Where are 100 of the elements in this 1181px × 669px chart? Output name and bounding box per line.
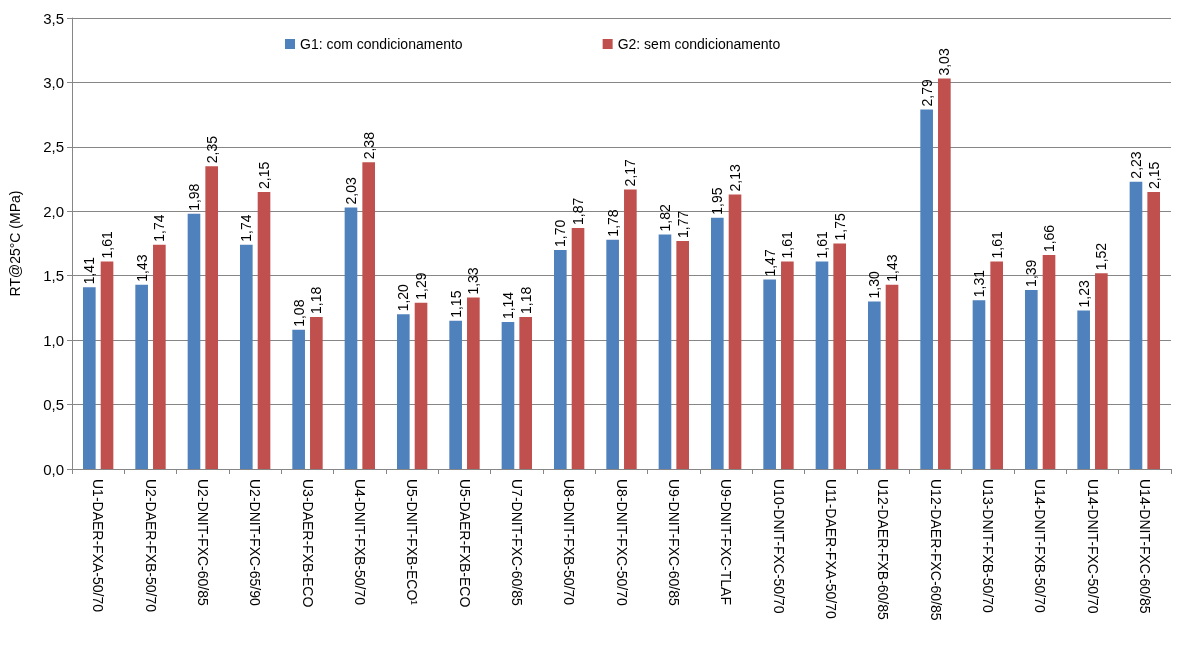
data-label: 1,66 bbox=[1041, 224, 1058, 253]
data-label: 2,15 bbox=[256, 161, 273, 189]
data-label: 1,43 bbox=[133, 254, 150, 282]
data-label: 2,35 bbox=[203, 135, 220, 164]
bar bbox=[153, 244, 166, 469]
data-label: 1,43 bbox=[884, 254, 901, 282]
bar bbox=[257, 191, 271, 469]
x-tick-label: U8-DNIT-FXB-50/70 bbox=[561, 479, 578, 606]
data-label: 1,41 bbox=[81, 256, 98, 285]
bar bbox=[606, 239, 619, 469]
x-tick-label: U2-DAER-FXB-50/70 bbox=[142, 479, 159, 613]
bar bbox=[1095, 273, 1108, 469]
bar bbox=[362, 162, 376, 469]
bar bbox=[867, 301, 881, 469]
bar bbox=[82, 287, 96, 469]
y-tick-label: 3,5 bbox=[43, 9, 64, 27]
legend-label: G2: sem condicionamento bbox=[617, 36, 781, 52]
data-label: 1,61 bbox=[99, 231, 116, 259]
bar bbox=[205, 166, 219, 469]
bar bbox=[815, 261, 829, 469]
bar bbox=[519, 316, 533, 469]
bar bbox=[414, 302, 428, 469]
x-tick-label: U14-DNIT-FXC-50/70 bbox=[1084, 479, 1101, 614]
data-label: 1,23 bbox=[1075, 280, 1092, 308]
bar bbox=[1077, 310, 1090, 469]
bar bbox=[187, 213, 201, 469]
bar bbox=[1024, 289, 1038, 469]
data-label: 1,74 bbox=[151, 214, 168, 242]
x-tick-label: U9-DNIT-FXC-60/85 bbox=[665, 479, 682, 607]
x-tick-label: U8-DNIT-FXC-50/70 bbox=[613, 479, 630, 607]
x-tick-label: U7-DNIT-FXC-60/85 bbox=[508, 479, 525, 607]
y-axis-title: RT@25°C (MPa) bbox=[7, 190, 23, 297]
bar bbox=[624, 189, 637, 469]
data-label: 2,03 bbox=[342, 176, 359, 205]
bar bbox=[658, 234, 672, 469]
bar bbox=[763, 279, 776, 469]
x-tick-label: U13-DNIT-FXB-50/70 bbox=[979, 479, 996, 614]
bar bbox=[310, 316, 323, 469]
data-label: 1,61 bbox=[779, 231, 796, 259]
x-tick-label: U9-DNIT-FXC-TLAF bbox=[718, 479, 735, 605]
data-label: 1,31 bbox=[970, 269, 987, 298]
y-tick-label: 3,0 bbox=[43, 73, 64, 91]
data-label: 1,98 bbox=[185, 183, 202, 211]
data-label: 3,03 bbox=[936, 48, 953, 76]
x-tick-label: U3-DAER-FXB-ECO bbox=[299, 479, 316, 608]
bar bbox=[920, 109, 933, 469]
x-tick-label: U5-DAER-FXB-ECO bbox=[456, 479, 473, 608]
data-label: 1,15 bbox=[447, 290, 464, 318]
x-tick-label: U12-DAER-FXC-60/85 bbox=[927, 479, 944, 621]
bar bbox=[449, 320, 462, 469]
data-label: 2,38 bbox=[360, 131, 377, 160]
data-label: 1,14 bbox=[499, 291, 516, 320]
x-tick-label: U11-DAER-FXA-50/70 bbox=[822, 479, 839, 619]
data-label: 1,61 bbox=[988, 231, 1005, 259]
data-label: 1,20 bbox=[395, 283, 412, 312]
x-tick-label: U14-DNIT-FXC-60/85 bbox=[1136, 479, 1153, 614]
bar bbox=[990, 261, 1004, 469]
x-tick-label: U5-DNIT-FXB-ECO¹ bbox=[404, 479, 421, 606]
data-label: 1,18 bbox=[517, 286, 534, 314]
bar bbox=[833, 243, 847, 469]
data-label: 1,87 bbox=[570, 197, 587, 226]
bar bbox=[292, 329, 305, 469]
data-label: 1,74 bbox=[238, 214, 255, 242]
y-tick-label: 2,5 bbox=[43, 138, 64, 156]
y-tick-label: 1,5 bbox=[43, 267, 64, 285]
data-label: 1,30 bbox=[866, 271, 883, 299]
data-label: 2,79 bbox=[918, 79, 935, 107]
x-tick-label: U14-DNIT-FXB-50/70 bbox=[1032, 479, 1049, 614]
data-label: 2,13 bbox=[727, 164, 744, 192]
data-label: 1,78 bbox=[604, 209, 621, 237]
x-tick-label: U4-DNIT-FXB-50/70 bbox=[351, 479, 368, 606]
data-label: 2,17 bbox=[622, 158, 639, 187]
bar bbox=[571, 228, 585, 469]
data-label: 1,52 bbox=[1093, 242, 1110, 271]
bar bbox=[239, 244, 253, 469]
y-tick-label: 1,0 bbox=[43, 331, 64, 349]
data-label: 1,61 bbox=[813, 231, 830, 259]
x-tick-label: U1-DAER-FXA-50/70 bbox=[90, 479, 107, 613]
bar bbox=[553, 249, 567, 469]
data-label: 1,47 bbox=[761, 249, 778, 277]
x-tick-label: U10-DNIT-FXC-50/70 bbox=[770, 479, 787, 614]
bar bbox=[710, 217, 724, 469]
bar bbox=[938, 78, 951, 469]
data-label: 1,95 bbox=[709, 187, 726, 215]
bar bbox=[344, 207, 358, 469]
data-label: 1,08 bbox=[290, 299, 307, 327]
data-label: 1,33 bbox=[465, 267, 482, 295]
data-label: 1,18 bbox=[308, 286, 325, 314]
x-tick-label: U2-DNIT-FXC-65/90 bbox=[247, 479, 264, 607]
bar bbox=[1042, 255, 1056, 469]
bar bbox=[100, 261, 114, 469]
data-label: 1,77 bbox=[674, 210, 691, 238]
bar bbox=[972, 300, 986, 469]
bar bbox=[781, 261, 794, 469]
y-tick-label: 0,0 bbox=[43, 460, 64, 478]
bar bbox=[396, 314, 410, 469]
y-tick-label: 0,5 bbox=[43, 396, 64, 414]
bar bbox=[676, 240, 690, 469]
data-label: 1,39 bbox=[1023, 259, 1040, 287]
y-tick-label: 2,0 bbox=[43, 202, 64, 220]
